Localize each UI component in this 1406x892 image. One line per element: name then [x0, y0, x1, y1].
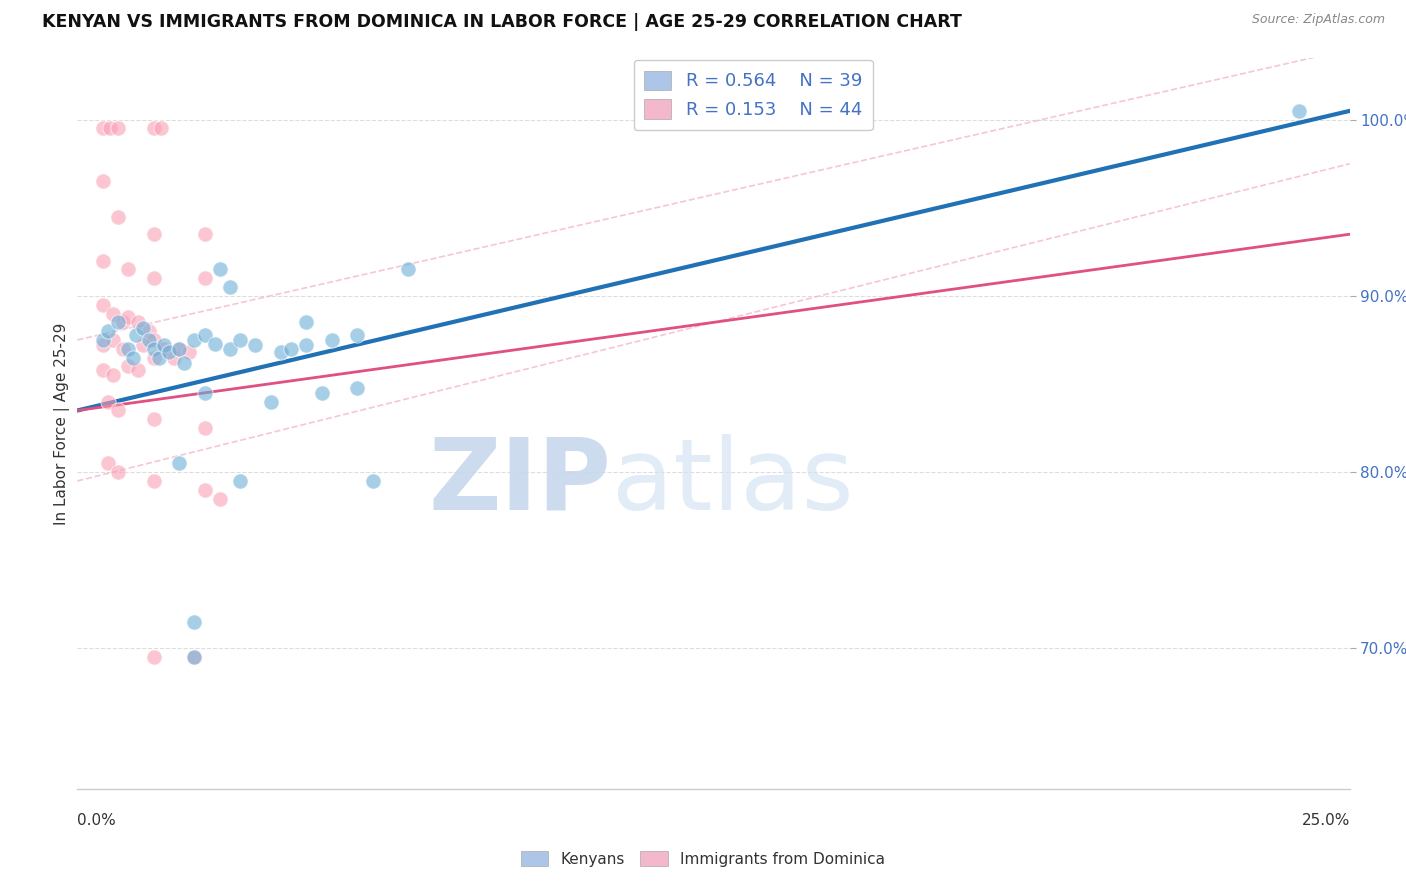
Point — [260, 394, 283, 409]
Text: Source: ZipAtlas.com: Source: ZipAtlas.com — [1251, 13, 1385, 27]
Point — [346, 380, 368, 394]
Legend: R = 0.564    N = 39, R = 0.153    N = 44: R = 0.564 N = 39, R = 0.153 N = 44 — [634, 60, 873, 130]
Point — [396, 262, 419, 277]
Point — [117, 359, 139, 374]
Point — [194, 385, 217, 400]
Point — [229, 474, 252, 488]
Point — [183, 615, 205, 629]
Point — [142, 271, 165, 285]
Point — [311, 385, 333, 400]
Point — [194, 421, 217, 435]
Point — [142, 474, 165, 488]
Point — [91, 333, 114, 347]
Point — [194, 327, 217, 342]
Point — [107, 315, 129, 329]
Point — [163, 351, 186, 365]
Point — [142, 412, 165, 426]
Point — [101, 333, 124, 347]
Point — [361, 474, 384, 488]
Point — [127, 363, 149, 377]
Point — [101, 368, 124, 383]
Point — [97, 394, 120, 409]
Point — [142, 121, 165, 136]
Point — [204, 336, 226, 351]
Point — [270, 345, 292, 359]
Point — [132, 338, 155, 352]
Point — [1288, 103, 1310, 118]
Point — [167, 342, 190, 356]
Point — [132, 320, 155, 334]
Point — [219, 342, 242, 356]
Point — [91, 121, 114, 136]
Point — [153, 342, 176, 356]
Point — [112, 315, 135, 329]
Point — [107, 465, 129, 479]
Point — [142, 342, 165, 356]
Point — [138, 324, 160, 338]
Point — [100, 121, 122, 136]
Text: KENYAN VS IMMIGRANTS FROM DOMINICA IN LABOR FORCE | AGE 25-29 CORRELATION CHART: KENYAN VS IMMIGRANTS FROM DOMINICA IN LA… — [42, 13, 962, 31]
Point — [208, 491, 231, 506]
Point — [142, 227, 165, 242]
Point — [91, 363, 114, 377]
Point — [107, 210, 129, 224]
Point — [280, 342, 302, 356]
Point — [167, 456, 190, 470]
Point — [138, 333, 160, 347]
Point — [142, 351, 165, 365]
Point — [122, 351, 145, 365]
Point — [295, 315, 318, 329]
Point — [153, 338, 176, 352]
Legend: Kenyans, Immigrants from Dominica: Kenyans, Immigrants from Dominica — [515, 845, 891, 872]
Point — [183, 650, 205, 665]
Text: 25.0%: 25.0% — [1302, 814, 1350, 828]
Point — [245, 338, 267, 352]
Point — [101, 307, 124, 321]
Point — [142, 333, 165, 347]
Point — [125, 327, 148, 342]
Point — [91, 338, 114, 352]
Point — [127, 315, 149, 329]
Point — [117, 310, 139, 324]
Point — [150, 121, 173, 136]
Point — [219, 280, 242, 294]
Text: 0.0%: 0.0% — [77, 814, 117, 828]
Y-axis label: In Labor Force | Age 25-29: In Labor Force | Age 25-29 — [55, 323, 70, 524]
Point — [229, 333, 252, 347]
Point — [295, 338, 318, 352]
Point — [179, 345, 201, 359]
Point — [208, 262, 231, 277]
Point — [91, 298, 114, 312]
Point — [346, 327, 368, 342]
Text: ZIP: ZIP — [429, 434, 612, 531]
Point — [117, 262, 139, 277]
Point — [321, 333, 343, 347]
Point — [194, 227, 217, 242]
Point — [183, 650, 205, 665]
Point — [167, 342, 190, 356]
Point — [148, 351, 170, 365]
Point — [112, 342, 135, 356]
Point — [97, 324, 120, 338]
Point — [183, 333, 205, 347]
Point — [194, 483, 217, 497]
Point — [142, 650, 165, 665]
Point — [107, 403, 129, 417]
Point — [107, 121, 129, 136]
Point — [91, 174, 114, 188]
Point — [97, 456, 120, 470]
Point — [157, 345, 180, 359]
Point — [91, 253, 114, 268]
Point — [194, 271, 217, 285]
Text: atlas: atlas — [612, 434, 853, 531]
Point — [117, 342, 139, 356]
Point — [173, 356, 195, 370]
